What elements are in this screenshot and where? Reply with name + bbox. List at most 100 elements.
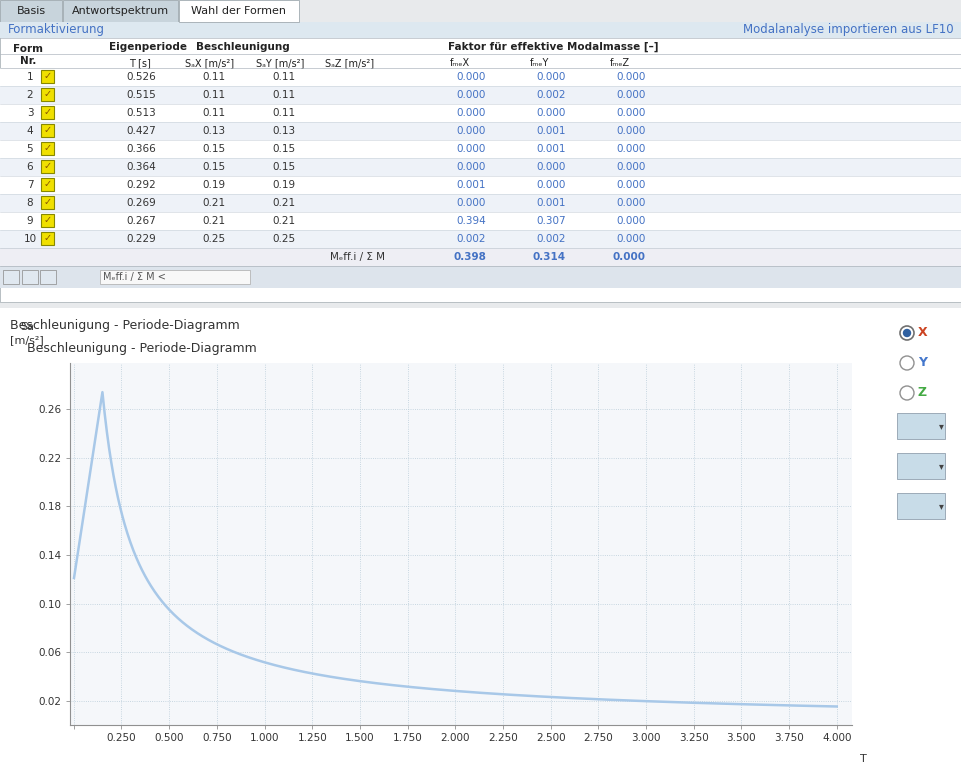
Bar	[41, 178, 54, 191]
Text: Mₑff.i / Σ M: Mₑff.i / Σ M	[331, 252, 385, 262]
Bar	[100, 270, 250, 284]
Text: Basis: Basis	[16, 6, 45, 16]
Text: 0.000: 0.000	[536, 180, 565, 190]
Bar	[0, 86, 961, 104]
Text: ✓: ✓	[43, 107, 52, 117]
Text: 0.000: 0.000	[536, 72, 565, 82]
Text: ✓: ✓	[43, 162, 52, 172]
Text: 0.000: 0.000	[616, 162, 646, 172]
Bar	[41, 88, 54, 101]
Text: 0.366: 0.366	[126, 144, 156, 154]
Text: 4: 4	[27, 126, 34, 136]
Circle shape	[902, 329, 909, 336]
Bar	[41, 196, 54, 209]
Text: Form
Nr.: Form Nr.	[13, 44, 43, 66]
Text: ✓: ✓	[43, 126, 52, 136]
Text: ✓: ✓	[43, 90, 52, 100]
Text: 0.13: 0.13	[203, 126, 226, 136]
Text: 0.001: 0.001	[536, 144, 565, 154]
Text: 0.25: 0.25	[203, 234, 226, 244]
Bar	[0, 140, 961, 158]
Bar	[41, 232, 54, 245]
Text: Beschleunigung: Beschleunigung	[196, 42, 289, 52]
Text: 0.000: 0.000	[536, 162, 565, 172]
Text: 0.000: 0.000	[612, 252, 646, 262]
Text: 0.307: 0.307	[536, 216, 565, 226]
Text: Wahl der Formen: Wahl der Formen	[191, 6, 286, 16]
Bar	[41, 160, 54, 173]
Text: 0.002: 0.002	[456, 234, 485, 244]
Text: 0.000: 0.000	[616, 144, 646, 154]
Text: 0.314: 0.314	[532, 252, 565, 262]
Bar	[0, 0, 62, 22]
Text: SₐX [m/s²]: SₐX [m/s²]	[185, 58, 234, 68]
Text: 0.000: 0.000	[616, 108, 646, 118]
Text: 0.15: 0.15	[273, 144, 296, 154]
Text: 0.001: 0.001	[456, 180, 485, 190]
Text: 7: 7	[27, 180, 34, 190]
Text: 5: 5	[27, 144, 34, 154]
Text: Y: Y	[917, 356, 926, 369]
Bar	[0, 266, 961, 288]
Text: 0.526: 0.526	[126, 72, 156, 82]
Text: X: X	[917, 326, 926, 339]
Text: 9: 9	[27, 216, 34, 226]
Text: 0.15: 0.15	[203, 144, 226, 154]
Text: 0.000: 0.000	[456, 198, 485, 208]
Text: 0.000: 0.000	[616, 90, 646, 100]
Text: 0.000: 0.000	[456, 108, 485, 118]
Bar	[0, 22, 961, 38]
Text: Z: Z	[917, 387, 926, 400]
Text: 0.000: 0.000	[616, 180, 646, 190]
Bar	[0, 122, 961, 140]
Text: ▾: ▾	[938, 421, 943, 431]
Text: Faktor für effektive Modalmasse [–]: Faktor für effektive Modalmasse [–]	[447, 42, 657, 52]
Text: 1: 1	[27, 72, 34, 82]
Bar	[896, 493, 944, 519]
Text: 0.000: 0.000	[616, 198, 646, 208]
Bar	[896, 453, 944, 479]
Text: 0.000: 0.000	[456, 162, 485, 172]
Text: 0.21: 0.21	[203, 198, 226, 208]
Text: 0.513: 0.513	[126, 108, 156, 118]
Text: Sa
[m/s²]: Sa [m/s²]	[11, 322, 44, 345]
Text: Beschleunigung - Periode-Diagramm: Beschleunigung - Periode-Diagramm	[27, 342, 257, 355]
Bar	[41, 214, 54, 227]
Bar	[0, 194, 961, 212]
Text: 0.269: 0.269	[126, 198, 156, 208]
Text: fₘₑZ: fₘₑZ	[609, 58, 629, 68]
Text: 10: 10	[23, 234, 37, 244]
Text: 0.001: 0.001	[536, 126, 565, 136]
Bar	[0, 176, 961, 194]
Text: 0.000: 0.000	[616, 126, 646, 136]
Text: 0.11: 0.11	[203, 90, 226, 100]
Text: fₘₑX: fₘₑX	[450, 58, 470, 68]
Text: Modalanalyse importieren aus LF10: Modalanalyse importieren aus LF10	[743, 24, 953, 37]
Text: 0.15: 0.15	[203, 162, 226, 172]
Text: 0.292: 0.292	[126, 180, 156, 190]
Text: 0.21: 0.21	[273, 198, 296, 208]
Text: 0.000: 0.000	[456, 144, 485, 154]
Bar	[0, 230, 961, 248]
Text: ✓: ✓	[43, 143, 52, 153]
Text: 0.000: 0.000	[456, 72, 485, 82]
Text: ✓: ✓	[43, 215, 52, 225]
Text: ▾: ▾	[938, 501, 943, 511]
Bar	[41, 142, 54, 155]
Text: ▾: ▾	[938, 461, 943, 471]
Text: 0.000: 0.000	[616, 72, 646, 82]
Text: 2: 2	[27, 90, 34, 100]
Bar	[41, 70, 54, 83]
Bar	[896, 413, 944, 439]
Bar	[22, 270, 38, 284]
Text: 0.19: 0.19	[273, 180, 296, 190]
Bar	[0, 68, 961, 86]
Text: 0.15: 0.15	[273, 162, 296, 172]
Text: 0.398: 0.398	[453, 252, 485, 262]
Bar	[0, 248, 961, 266]
Text: 0.11: 0.11	[203, 108, 226, 118]
Bar	[3, 270, 19, 284]
Text: 0.19: 0.19	[203, 180, 226, 190]
Text: ✓: ✓	[43, 198, 52, 208]
Bar	[0, 212, 961, 230]
